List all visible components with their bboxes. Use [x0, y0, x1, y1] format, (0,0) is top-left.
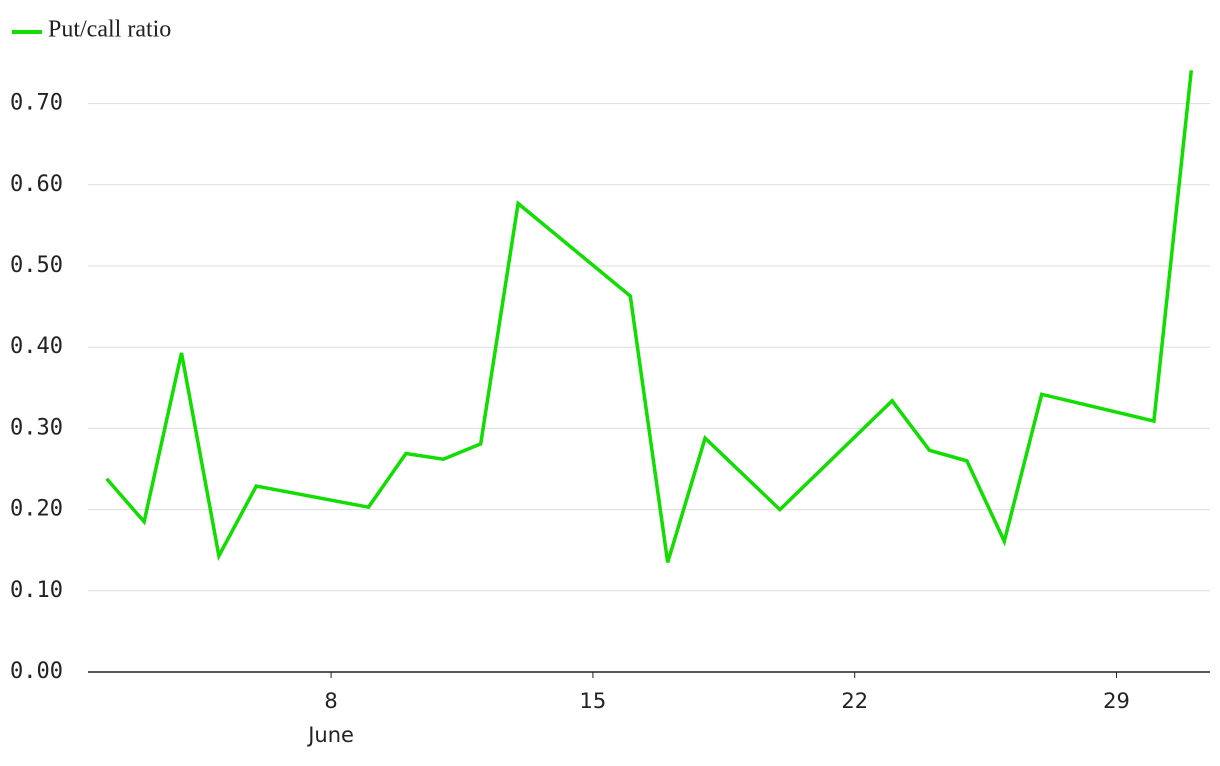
- x-tick-label: 8: [324, 689, 337, 713]
- x-tick-label: 22: [841, 689, 868, 713]
- x-tick-label: 29: [1103, 689, 1130, 713]
- y-tick-label: 0.60: [10, 172, 63, 197]
- line-series: [105, 70, 1194, 563]
- x-tick-label: 15: [580, 689, 607, 713]
- y-tick-label: 0.50: [10, 253, 63, 278]
- y-tick-label: 0.20: [10, 497, 63, 522]
- y-tick-label: 0.40: [10, 334, 63, 359]
- y-tick-label: 0.10: [10, 578, 63, 603]
- legend-label: Put/call ratio: [48, 17, 171, 43]
- y-tick-label: 0.70: [10, 91, 63, 116]
- y-tick-label: 0.30: [10, 415, 63, 440]
- x-axis-label: June: [306, 723, 354, 747]
- y-tick-label: 0.00: [10, 659, 63, 684]
